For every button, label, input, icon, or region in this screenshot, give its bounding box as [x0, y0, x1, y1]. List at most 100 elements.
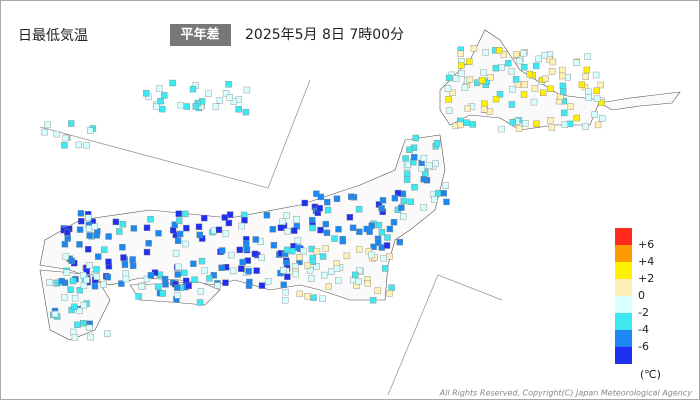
- station: [317, 226, 324, 234]
- station: [283, 259, 290, 267]
- station: [196, 231, 203, 239]
- station: [333, 195, 341, 203]
- station: [547, 116, 554, 124]
- station: [145, 240, 152, 247]
- station: [169, 226, 177, 234]
- station: [122, 275, 130, 283]
- station: [321, 271, 328, 279]
- station: [496, 90, 504, 98]
- station: [53, 130, 60, 138]
- station: [461, 84, 469, 91]
- station: [352, 271, 359, 279]
- station: [531, 85, 539, 92]
- station: [104, 330, 111, 337]
- station: [294, 237, 302, 244]
- station: [548, 124, 556, 131]
- station: [356, 267, 363, 274]
- station: [105, 258, 112, 265]
- station: [147, 272, 155, 279]
- station: [236, 246, 243, 254]
- station: [243, 245, 250, 252]
- station: [63, 269, 71, 276]
- station: [75, 141, 83, 149]
- station: [469, 121, 476, 128]
- station: [542, 75, 549, 83]
- station: [159, 290, 166, 297]
- station: [444, 85, 452, 92]
- station: [432, 160, 439, 167]
- station: [540, 89, 547, 97]
- station: [599, 115, 606, 122]
- station: [411, 183, 418, 191]
- station: [69, 277, 77, 285]
- station: [317, 193, 324, 201]
- mode-badge: [170, 24, 231, 46]
- station: [282, 297, 289, 304]
- station: [61, 294, 68, 301]
- station: [411, 153, 418, 161]
- station: [406, 146, 413, 154]
- station: [583, 66, 591, 74]
- station: [185, 282, 192, 290]
- station: [86, 262, 93, 269]
- station: [230, 98, 238, 105]
- station: [222, 90, 230, 97]
- station: [173, 284, 181, 291]
- station: [76, 226, 84, 233]
- station: [505, 60, 512, 67]
- station: [214, 282, 221, 289]
- station: [593, 95, 601, 102]
- station: [520, 50, 527, 57]
- station: [420, 154, 428, 162]
- station: [458, 70, 465, 77]
- station: [87, 127, 94, 134]
- station: [83, 141, 90, 149]
- station: [159, 105, 166, 113]
- station: [382, 265, 389, 272]
- legend-label: 0: [638, 289, 645, 302]
- station: [375, 239, 382, 247]
- legend-swatch: [615, 330, 632, 347]
- station: [348, 193, 355, 200]
- legend-label: +4: [638, 255, 654, 268]
- station: [445, 74, 453, 82]
- station: [498, 125, 505, 133]
- station: [91, 223, 98, 230]
- station: [584, 53, 591, 60]
- station: [547, 85, 554, 93]
- mode-label: 平年差: [180, 27, 219, 43]
- station: [153, 102, 160, 110]
- station: [80, 282, 88, 289]
- station: [513, 51, 520, 58]
- station: [296, 254, 303, 261]
- station: [420, 204, 427, 211]
- station: [466, 58, 473, 65]
- station: [222, 230, 230, 237]
- station: [516, 57, 523, 65]
- station: [44, 121, 51, 129]
- station: [180, 269, 188, 277]
- station: [292, 270, 299, 278]
- station: [480, 106, 488, 113]
- station: [205, 90, 212, 97]
- station: [77, 210, 85, 217]
- station: [76, 241, 83, 248]
- station: [80, 301, 88, 309]
- legend-label: -4: [638, 323, 649, 336]
- station: [498, 63, 505, 71]
- station: [573, 59, 580, 66]
- station: [79, 272, 87, 279]
- station: [304, 262, 311, 269]
- station: [533, 62, 540, 70]
- station: [331, 235, 338, 242]
- station: [324, 206, 332, 214]
- station: [161, 92, 168, 99]
- station: [112, 218, 120, 226]
- station: [147, 216, 154, 223]
- station: [304, 293, 311, 300]
- legend-label: +6: [638, 238, 654, 251]
- station: [78, 217, 85, 225]
- station: [175, 210, 182, 217]
- station: [434, 190, 442, 197]
- station: [339, 237, 346, 245]
